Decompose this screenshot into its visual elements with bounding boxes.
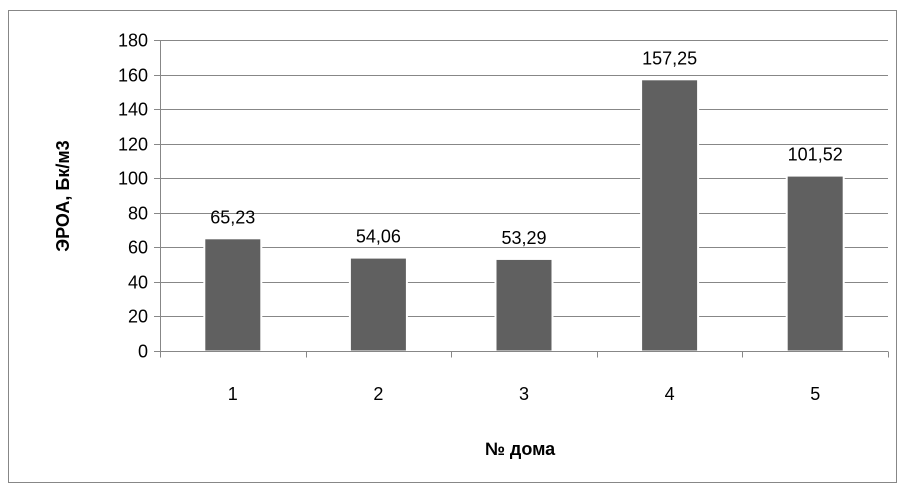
bar xyxy=(640,78,700,353)
y-tick-label: 120 xyxy=(118,135,148,155)
data-label: 54,06 xyxy=(356,227,401,247)
y-axis-title: ЭРОА, Бк/м3 xyxy=(53,140,73,251)
y-tick-label: 20 xyxy=(128,307,148,327)
axes xyxy=(154,40,889,358)
bar xyxy=(494,257,554,353)
bar xyxy=(203,237,263,353)
y-tick-label: 160 xyxy=(118,66,148,86)
x-tick-label: 3 xyxy=(519,384,529,404)
labels: 0 20 40 60 80 100 120 140 160 180 65,23 1 54,06 2 53,2… xyxy=(118,31,843,405)
y-tick-label: 0 xyxy=(138,342,148,362)
x-tick-label: 1 xyxy=(228,384,238,404)
y-tick-label: 80 xyxy=(128,204,148,224)
x-axis-title: № дома xyxy=(485,439,556,459)
data-label: 157,25 xyxy=(642,48,697,68)
bars xyxy=(203,78,845,353)
x-tick-label: 4 xyxy=(665,384,675,404)
y-tick-label: 100 xyxy=(118,169,148,189)
y-tick-label: 140 xyxy=(118,100,148,120)
bar xyxy=(785,174,845,353)
data-label: 101,52 xyxy=(788,145,843,165)
y-tick-label: 60 xyxy=(128,238,148,258)
y-tick-label: 180 xyxy=(118,31,148,51)
x-tick-label: 2 xyxy=(373,384,383,404)
data-label: 53,29 xyxy=(501,228,546,248)
bar xyxy=(348,256,408,353)
gridlines xyxy=(160,40,888,317)
x-tick-label: 5 xyxy=(810,384,820,404)
y-tick-label: 40 xyxy=(128,273,148,293)
data-label: 65,23 xyxy=(210,207,255,227)
chart-frame xyxy=(8,10,897,483)
